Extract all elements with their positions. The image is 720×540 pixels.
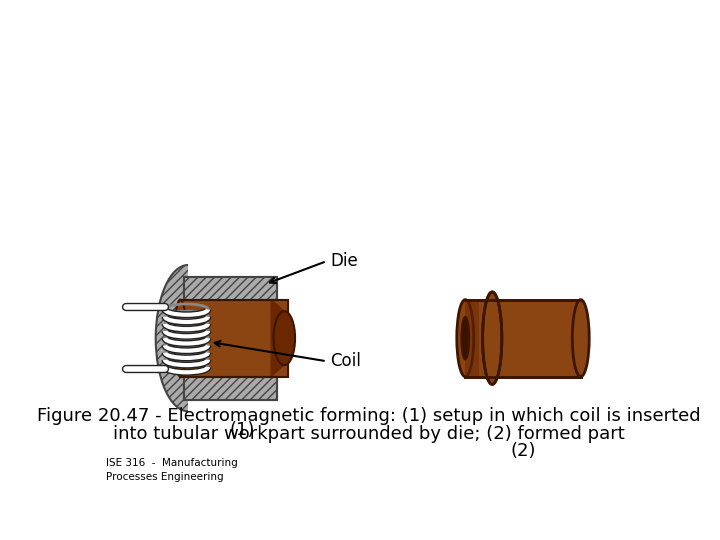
Text: Coil: Coil — [330, 352, 361, 370]
Bar — [180, 300, 288, 377]
Text: ISE 316  -  Manufacturing
Processes Engineering: ISE 316 - Manufacturing Processes Engine… — [106, 457, 238, 482]
Text: into tubular workpart surrounded by die; (2) formed part: into tubular workpart surrounded by die;… — [113, 425, 625, 443]
Ellipse shape — [456, 300, 474, 377]
Ellipse shape — [274, 311, 295, 365]
Ellipse shape — [482, 292, 502, 384]
Ellipse shape — [174, 300, 186, 377]
Ellipse shape — [156, 265, 220, 411]
Polygon shape — [271, 300, 288, 377]
Text: (1): (1) — [229, 421, 255, 440]
Bar — [465, 300, 581, 377]
Bar — [184, 276, 276, 400]
Ellipse shape — [462, 317, 469, 359]
Ellipse shape — [181, 317, 195, 359]
Text: (2): (2) — [510, 442, 536, 460]
Ellipse shape — [177, 317, 184, 359]
Text: Figure 20.47 ‑ Electromagnetic forming: (1) setup in which coil is inserted: Figure 20.47 ‑ Electromagnetic forming: … — [37, 408, 701, 426]
Text: Die: Die — [330, 252, 359, 270]
Bar — [465, 300, 479, 377]
Bar — [184, 276, 276, 400]
Bar — [188, 261, 266, 415]
Ellipse shape — [572, 300, 589, 377]
